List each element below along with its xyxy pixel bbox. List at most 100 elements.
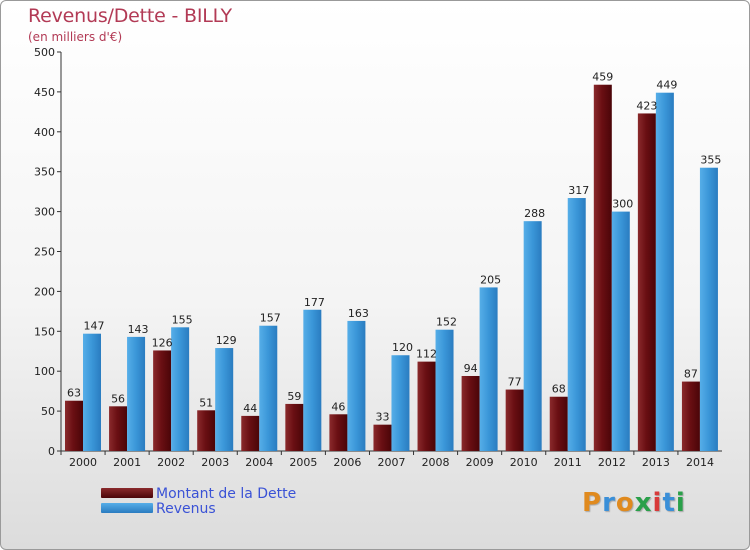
bar-dette bbox=[109, 406, 128, 451]
bar-revenus bbox=[215, 348, 234, 451]
bar-revenus-value-label: 355 bbox=[700, 154, 721, 167]
bar-revenus bbox=[303, 309, 322, 451]
y-tick-label: 200 bbox=[34, 285, 55, 298]
y-tick-label: 150 bbox=[34, 325, 55, 338]
bar-dette-value-label: 68 bbox=[552, 383, 566, 396]
bar-dette-value-label: 51 bbox=[199, 396, 213, 409]
bar-revenus-value-label: 155 bbox=[172, 313, 193, 326]
chart-title: Revenus/Dette - BILLY bbox=[28, 5, 232, 27]
y-tick-label: 100 bbox=[34, 365, 55, 378]
bar-dette-value-label: 423 bbox=[636, 99, 657, 112]
y-tick-label: 250 bbox=[34, 246, 55, 259]
x-tick-label: 2011 bbox=[554, 456, 582, 469]
bar-revenus-value-label: 177 bbox=[304, 296, 325, 309]
x-tick-label: 2006 bbox=[333, 456, 361, 469]
x-tick-label: 2010 bbox=[510, 456, 538, 469]
bar-dette bbox=[373, 424, 392, 451]
logo-letter: r bbox=[602, 488, 616, 518]
bar-dette-value-label: 94 bbox=[464, 362, 478, 375]
bar-dette bbox=[65, 400, 83, 451]
bar-revenus bbox=[171, 327, 190, 451]
y-tick-label: 50 bbox=[41, 405, 55, 418]
bar-revenus-value-label: 205 bbox=[480, 273, 501, 286]
bar-revenus-value-label: 300 bbox=[612, 198, 633, 211]
x-tick-label: 2008 bbox=[422, 456, 450, 469]
bar-dette bbox=[285, 403, 304, 451]
bar-revenus-value-label: 129 bbox=[216, 334, 237, 347]
proxiti-logo: Proxiti bbox=[582, 488, 686, 518]
bar-dette-value-label: 44 bbox=[243, 402, 257, 415]
bar-revenus-value-label: 147 bbox=[84, 320, 105, 333]
y-tick-label: 350 bbox=[34, 166, 55, 179]
logo-letter: P bbox=[582, 488, 603, 518]
bar-revenus-value-label: 163 bbox=[348, 307, 369, 320]
x-tick-label: 2014 bbox=[686, 456, 714, 469]
bar-revenus bbox=[611, 211, 630, 451]
logo-letter: o bbox=[615, 488, 635, 518]
x-tick-label: 2003 bbox=[201, 456, 229, 469]
y-tick-label: 450 bbox=[34, 86, 55, 99]
bar-revenus-value-label: 143 bbox=[128, 323, 149, 336]
legend-label-revenus: Revenus bbox=[156, 501, 216, 517]
y-tick-label: 400 bbox=[34, 126, 55, 139]
bar-revenus bbox=[83, 333, 101, 451]
bar-dette-value-label: 77 bbox=[508, 376, 522, 389]
bar-revenus bbox=[127, 336, 146, 451]
bar-dette bbox=[241, 415, 260, 451]
bar-dette bbox=[549, 396, 568, 451]
bar-dette-value-label: 46 bbox=[331, 400, 345, 413]
y-tick-label: 300 bbox=[34, 206, 55, 219]
x-tick-label: 2013 bbox=[642, 456, 670, 469]
bar-dette-value-label: 33 bbox=[375, 411, 389, 424]
bar-dette-value-label: 459 bbox=[592, 71, 613, 84]
bar-revenus-value-label: 157 bbox=[260, 312, 281, 325]
legend-swatch-dette bbox=[101, 488, 153, 498]
legend-label-dette: Montant de la Dette bbox=[156, 486, 297, 502]
x-tick-label: 2002 bbox=[157, 456, 185, 469]
bar-dette-value-label: 126 bbox=[152, 336, 173, 349]
bar-revenus bbox=[347, 320, 366, 451]
bar-dette bbox=[417, 361, 436, 451]
bar-dette bbox=[461, 375, 480, 451]
bar-dette-value-label: 59 bbox=[287, 390, 301, 403]
bar-revenus bbox=[479, 287, 498, 451]
bar-dette bbox=[329, 414, 348, 451]
bar-dette bbox=[637, 113, 656, 452]
x-tick-label: 2007 bbox=[378, 456, 406, 469]
bar-dette bbox=[505, 389, 524, 451]
bar-revenus-value-label: 317 bbox=[568, 184, 589, 197]
logo-letter: i bbox=[675, 488, 686, 518]
x-tick-label: 2001 bbox=[113, 456, 141, 469]
bar-revenus bbox=[391, 355, 410, 451]
bar-revenus-value-label: 152 bbox=[436, 316, 457, 329]
bar-revenus bbox=[699, 167, 718, 451]
bar-revenus-value-label: 120 bbox=[392, 341, 413, 354]
legend-swatch-revenus bbox=[101, 503, 153, 513]
bar-revenus bbox=[523, 221, 542, 451]
logo-letter: x bbox=[634, 488, 653, 518]
bar-revenus bbox=[435, 329, 454, 451]
bar-dette-value-label: 112 bbox=[416, 348, 437, 361]
bar-dette-value-label: 87 bbox=[684, 368, 698, 381]
bar-dette bbox=[153, 350, 172, 451]
logo-letter: i bbox=[652, 488, 663, 518]
x-tick-label: 2005 bbox=[289, 456, 317, 469]
bar-dette-value-label: 63 bbox=[67, 387, 81, 400]
logo-letter: t bbox=[662, 488, 676, 518]
x-tick-label: 2004 bbox=[245, 456, 273, 469]
x-tick-label: 2012 bbox=[598, 456, 626, 469]
x-tick-label: 2000 bbox=[69, 456, 97, 469]
bar-revenus-value-label: 449 bbox=[656, 79, 677, 92]
bar-revenus bbox=[259, 325, 278, 451]
bar-dette bbox=[681, 381, 700, 451]
bar-revenus bbox=[655, 92, 674, 451]
y-tick-label: 0 bbox=[48, 445, 55, 458]
bar-dette-value-label: 56 bbox=[111, 392, 125, 405]
bar-dette bbox=[593, 84, 612, 451]
bar-revenus bbox=[567, 198, 586, 451]
bar-revenus-value-label: 288 bbox=[524, 207, 545, 220]
chart-subtitle: (en milliers d'€) bbox=[28, 30, 123, 44]
bar-dette bbox=[197, 410, 216, 451]
